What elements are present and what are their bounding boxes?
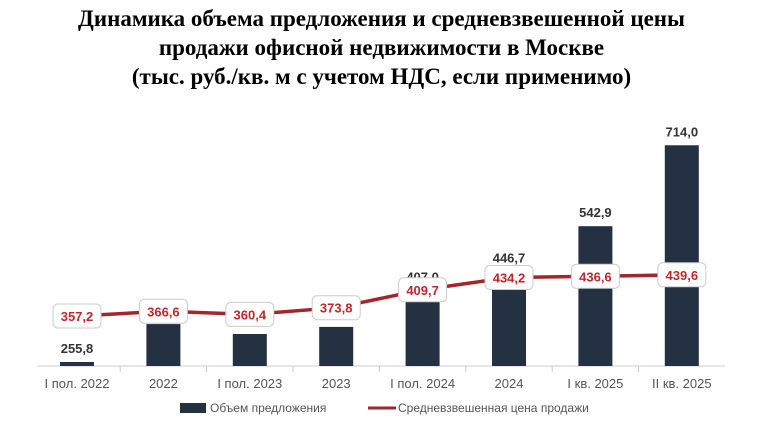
x-tick-label: I пол. 2024 (390, 376, 455, 391)
price-label-box (138, 298, 188, 324)
bar-label: 446,7 (493, 251, 526, 266)
bar-7 (664, 145, 699, 366)
bar-0 (60, 362, 94, 366)
bar-label: 542,9 (579, 205, 612, 220)
x-tick-label: 2024 (495, 376, 524, 391)
legend-bar-swatch (180, 403, 206, 413)
legend-line-label: Средневзвешенная цена продажи (398, 401, 589, 415)
bar-6 (578, 226, 613, 366)
legend-bar-label: Объем предложения (210, 401, 326, 415)
price-label-box (398, 277, 448, 303)
x-tick-label: I пол. 2022 (45, 376, 110, 391)
price-label: 366,6 (147, 304, 180, 319)
price-label-box (52, 303, 102, 329)
price-label: 373,8 (320, 301, 353, 316)
price-label: 439,6 (666, 268, 699, 283)
price-label: 434,2 (493, 271, 526, 286)
price-label: 357,2 (61, 309, 94, 324)
bar-label: 255,8 (61, 341, 94, 356)
price-label: 436,6 (579, 269, 612, 284)
x-tick-label: I кв. 2025 (567, 376, 623, 391)
price-label-box (657, 262, 707, 288)
price-label-box (311, 295, 361, 321)
title-line-2: продажи офисной недвижимости в Москве (158, 35, 605, 60)
x-tick-label: 2023 (322, 376, 351, 391)
x-tick-label: 2022 (149, 376, 178, 391)
bar-2 (232, 333, 267, 366)
price-label: 409,7 (406, 283, 439, 298)
price-label-box (225, 301, 275, 327)
x-tick-label: I пол. 2023 (217, 376, 282, 391)
title-line-3: (тыс. руб./кв. м с учетом НДС, если прим… (131, 64, 632, 89)
title-line-1: Динамика объема предложения и средневзве… (78, 6, 685, 31)
bar-3 (319, 326, 354, 366)
price-label-box (484, 265, 534, 290)
price-label: 360,4 (234, 307, 267, 322)
bar-4 (405, 290, 440, 366)
bar-1 (146, 324, 181, 366)
price-label-box (570, 263, 620, 289)
bar-label: 714,0 (666, 124, 699, 139)
chart-title: Динамика объема предложения и средневзве… (0, 4, 763, 91)
x-tick-label: II кв. 2025 (652, 376, 712, 391)
